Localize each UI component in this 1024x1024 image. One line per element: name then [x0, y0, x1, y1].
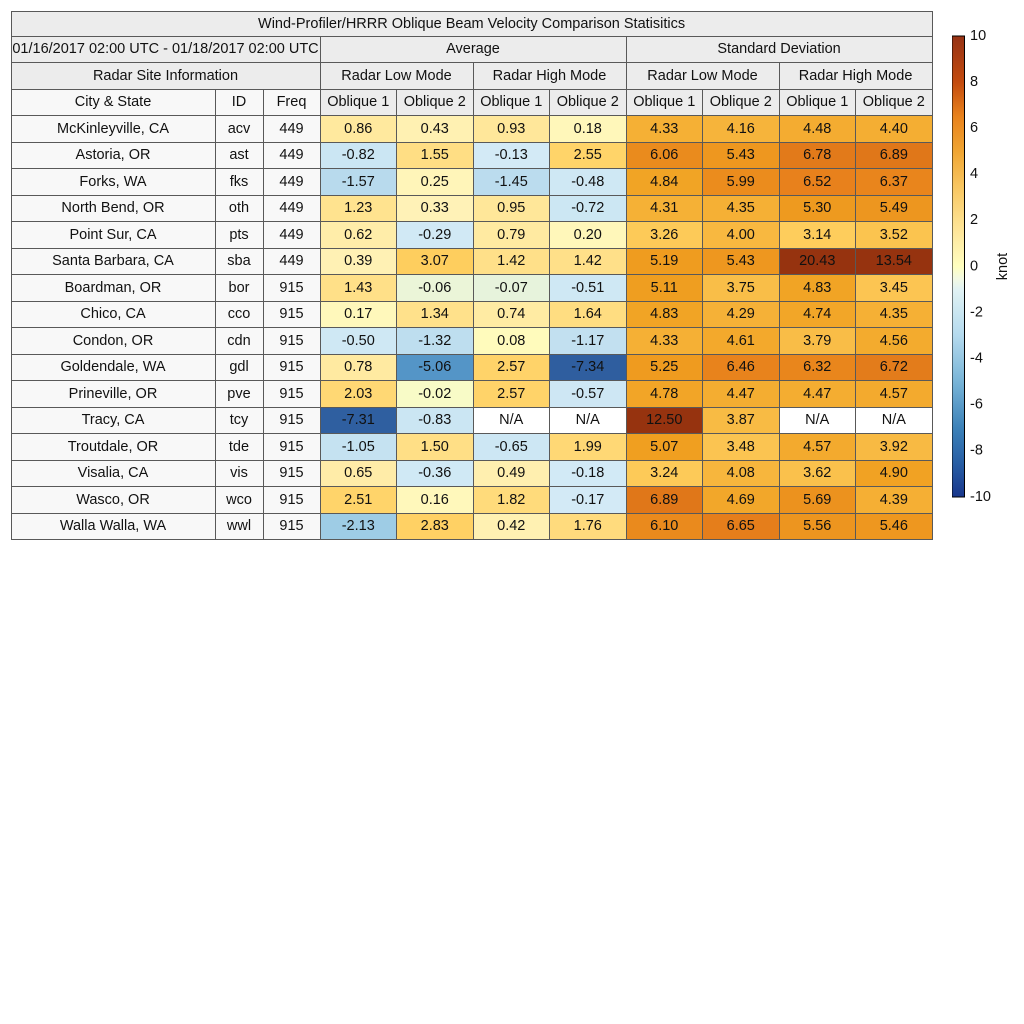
svg-text:-6: -6	[970, 396, 983, 412]
svg-text:8: 8	[970, 74, 978, 90]
svg-text:10: 10	[970, 28, 986, 44]
svg-text:-4: -4	[970, 350, 983, 366]
svg-text:-10: -10	[970, 489, 991, 505]
svg-text:4: 4	[970, 166, 978, 182]
svg-text:0: 0	[970, 258, 978, 274]
svg-text:2: 2	[970, 212, 978, 228]
svg-text:-2: -2	[970, 304, 983, 320]
svg-text:knot: knot	[995, 252, 1011, 279]
svg-text:6: 6	[970, 120, 978, 136]
svg-text:-8: -8	[970, 442, 983, 458]
